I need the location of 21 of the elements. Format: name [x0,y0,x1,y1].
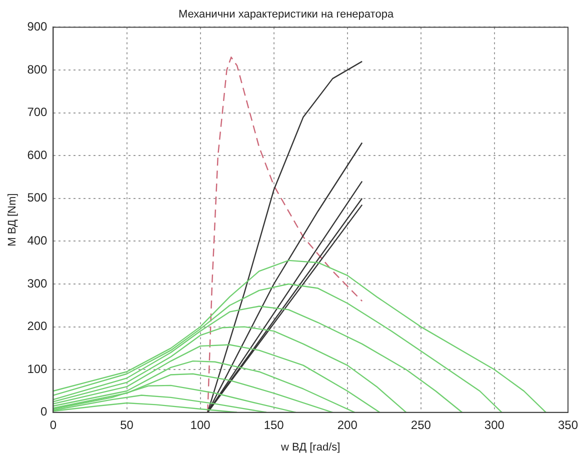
y-tick-label: 300 [27,276,48,290]
y-tick-label: 600 [27,148,48,162]
y-tick-label: 0 [40,404,48,419]
y-tick-label: 200 [27,319,48,334]
y-tick-label: 500 [27,190,48,205]
y-tick-label: 400 [27,234,48,248]
x-tick-label: 350 [558,418,578,432]
y-tick-label: 100 [27,362,48,376]
y-tick-label: 700 [27,105,48,120]
x-tick-label: 300 [484,418,505,432]
x-tick-label: 250 [410,418,432,432]
y-axis-title: M ВД [Nm] [6,193,19,246]
x-tick-label: 150 [264,418,284,432]
x-tick-label: 200 [337,418,358,432]
x-tick-label: 50 [120,418,134,432]
chart-title: Механични характеристики на генератора [178,8,394,21]
x-axis-title: w ВД [rad/s] [280,441,340,454]
x-tick-label: 0 [50,418,57,432]
y-tick-label: 900 [27,20,48,34]
y-tick-label: 800 [27,62,48,76]
x-tick-label: 100 [190,418,211,432]
